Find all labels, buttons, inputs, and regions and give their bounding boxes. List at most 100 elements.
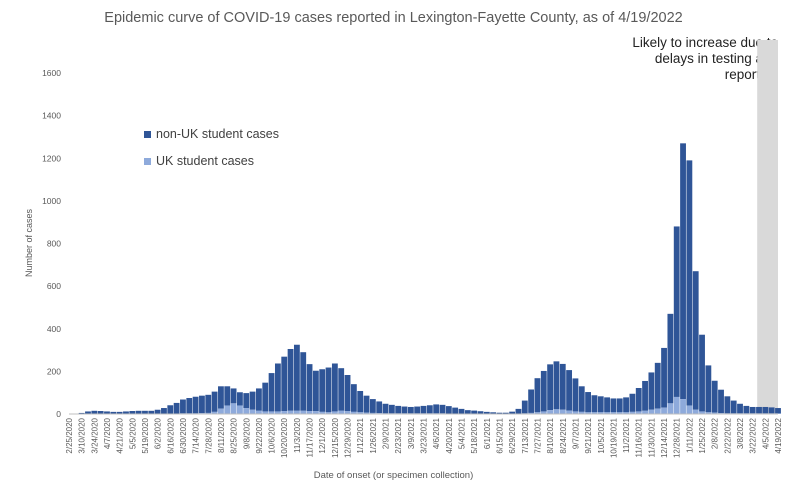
x-tick-label-3/10/2020: 3/10/2020	[78, 417, 87, 453]
y-tick-label-1200: 1200	[42, 153, 61, 163]
x-tick-label-6/1/2021: 6/1/2021	[483, 417, 492, 449]
bar-uk-9/21/2021	[585, 412, 592, 414]
y-tick-label-1400: 1400	[42, 111, 61, 121]
x-tick-label-12/1/2020: 12/1/2020	[318, 417, 327, 453]
bar-uk-8/24/2021	[559, 409, 566, 414]
x-tick-label-8/24/2021: 8/24/2021	[559, 417, 568, 453]
bar-uk-9/14/2021	[578, 411, 585, 414]
x-tick-label-10/5/2021: 10/5/2021	[597, 417, 606, 453]
x-tick-label-10/6/2020: 10/6/2020	[268, 417, 277, 453]
bar-uk-9/1/2020	[237, 405, 243, 414]
bar-non-uk-1/18/2022	[692, 271, 699, 410]
bar-non-uk-4/20/2021	[445, 406, 452, 414]
bar-non-uk-9/21/2021	[585, 392, 592, 413]
bar-non-uk-2/2/2021	[376, 401, 383, 414]
bar-uk-11/30/2021	[648, 409, 655, 414]
bar-uk-12/28/2021	[673, 396, 680, 414]
bar-uk-7/28/2020	[205, 412, 212, 414]
bar-uk-9/29/2020	[262, 411, 269, 414]
bar-non-uk-6/30/2020	[180, 399, 186, 414]
bar-uk-11/23/2021	[642, 410, 648, 414]
x-tick-label-2/22/2022: 2/22/2022	[723, 417, 732, 453]
bar-non-uk-7/20/2021	[528, 389, 535, 413]
bar-non-uk-12/28/2021	[673, 226, 680, 397]
bar-uk-11/16/2021	[635, 411, 642, 414]
bar-non-uk-12/22/2020	[338, 368, 345, 411]
bar-non-uk-6/1/2021	[483, 411, 490, 414]
bar-non-uk-10/20/2020	[281, 356, 288, 412]
x-tick-label-3/9/2021: 3/9/2021	[407, 417, 416, 449]
bar-non-uk-11/9/2021	[629, 393, 636, 412]
bar-uk-1/4/2022	[680, 399, 686, 414]
x-axis-label: Date of onset (or specimen collection)	[313, 470, 474, 481]
bar-non-uk-10/12/2021	[604, 397, 610, 413]
x-tick-label-12/28/2021: 12/28/2021	[673, 417, 682, 458]
bar-uk-8/4/2020	[211, 411, 218, 414]
bar-uk-12/7/2021	[654, 408, 661, 414]
x-tick-label-1/26/2021: 1/26/2021	[369, 417, 378, 453]
x-tick-label-10/20/2020: 10/20/2020	[280, 417, 289, 458]
x-tick-label-6/15/2021: 6/15/2021	[495, 417, 504, 453]
bar-non-uk-5/11/2021	[464, 410, 471, 414]
bar-non-uk-3/9/2021	[407, 406, 414, 414]
bar-non-uk-2/23/2021	[395, 405, 402, 414]
x-tick-label-5/18/2021: 5/18/2021	[470, 417, 479, 453]
x-tick-label-1/25/2022: 1/25/2022	[698, 417, 707, 453]
bar-uk-11/17/2020	[306, 411, 313, 414]
x-tick-label-5/5/2020: 5/5/2020	[128, 417, 137, 449]
bar-uk-11/10/2020	[300, 410, 307, 414]
bar-uk-12/21/2021	[667, 403, 674, 414]
bar-uk-10/5/2021	[597, 412, 604, 414]
bar-uk-1/5/2021	[350, 411, 357, 414]
bar-non-uk-10/27/2020	[287, 348, 294, 411]
bar-uk-9/22/2020	[255, 410, 262, 414]
legend-swatch-non-uk	[144, 130, 151, 138]
bar-non-uk-12/7/2021	[654, 362, 661, 409]
bar-uk-8/11/2020	[218, 408, 224, 414]
shaded-region-layer	[757, 40, 778, 414]
bar-non-uk-9/8/2020	[243, 393, 250, 409]
bar-non-uk-9/14/2021	[578, 386, 585, 412]
x-tick-label-9/7/2021: 9/7/2021	[571, 417, 580, 449]
bar-non-uk-4/21/2020	[116, 411, 123, 414]
x-tick-label-11/2/2021: 11/2/2021	[622, 417, 631, 453]
bar-uk-12/22/2020	[338, 410, 345, 414]
y-tick-label-200: 200	[47, 366, 61, 376]
bar-non-uk-4/13/2021	[439, 404, 446, 414]
bar-non-uk-6/16/2020	[167, 405, 174, 414]
bar-non-uk-3/23/2021	[420, 405, 427, 414]
x-tick-label-11/16/2021: 11/16/2021	[635, 417, 644, 457]
bar-non-uk-1/25/2022	[699, 334, 705, 412]
bar-uk-7/27/2021	[534, 412, 541, 414]
bar-non-uk-6/8/2021	[490, 412, 497, 414]
bar-non-uk-12/8/2020	[325, 367, 332, 413]
bar-non-uk-8/10/2021	[547, 364, 554, 411]
x-tick-label-2/8/2022: 2/8/2022	[711, 417, 720, 449]
y-tick-label-800: 800	[47, 239, 61, 249]
annotation-delay-note: Likely to increase due to delays in test…	[632, 35, 778, 82]
x-tick-label-2/25/2020: 2/25/2020	[65, 417, 74, 453]
bar-non-uk-11/3/2020	[293, 344, 300, 411]
bar-non-uk-4/12/2022	[768, 407, 775, 414]
x-tick-label-9/22/2020: 9/22/2020	[255, 417, 264, 453]
bar-uk-10/13/2020	[274, 411, 281, 414]
bar-non-uk-4/6/2021	[433, 404, 440, 414]
chart-legend: non-UK student cases UK student cases	[144, 126, 279, 180]
bar-non-uk-9/15/2020	[249, 391, 256, 410]
x-tick-label-7/13/2021: 7/13/2021	[521, 417, 530, 453]
bar-uk-12/1/2020	[319, 411, 326, 414]
x-tick-label-3/22/2022: 3/22/2022	[749, 417, 758, 453]
bar-uk-10/19/2021	[610, 412, 617, 414]
bar-non-uk-8/24/2021	[559, 363, 566, 410]
bar-uk-10/12/2021	[604, 412, 610, 414]
bar-non-uk-12/29/2020	[344, 374, 351, 412]
legend-item-uk: UK student cases	[144, 153, 279, 169]
bar-uk-10/6/2020	[268, 411, 275, 414]
bar-non-uk-12/15/2020	[331, 363, 338, 412]
x-tick-label-11/17/2020: 11/17/2020	[306, 417, 315, 457]
bar-uk-1/11/2022	[686, 405, 693, 414]
bar-non-uk-1/4/2022	[680, 143, 686, 400]
x-tick-label-4/19/2022: 4/19/2022	[774, 417, 783, 453]
legend-item-non-uk: non-UK student cases	[144, 126, 279, 142]
bar-non-uk-3/24/2020	[91, 410, 98, 414]
